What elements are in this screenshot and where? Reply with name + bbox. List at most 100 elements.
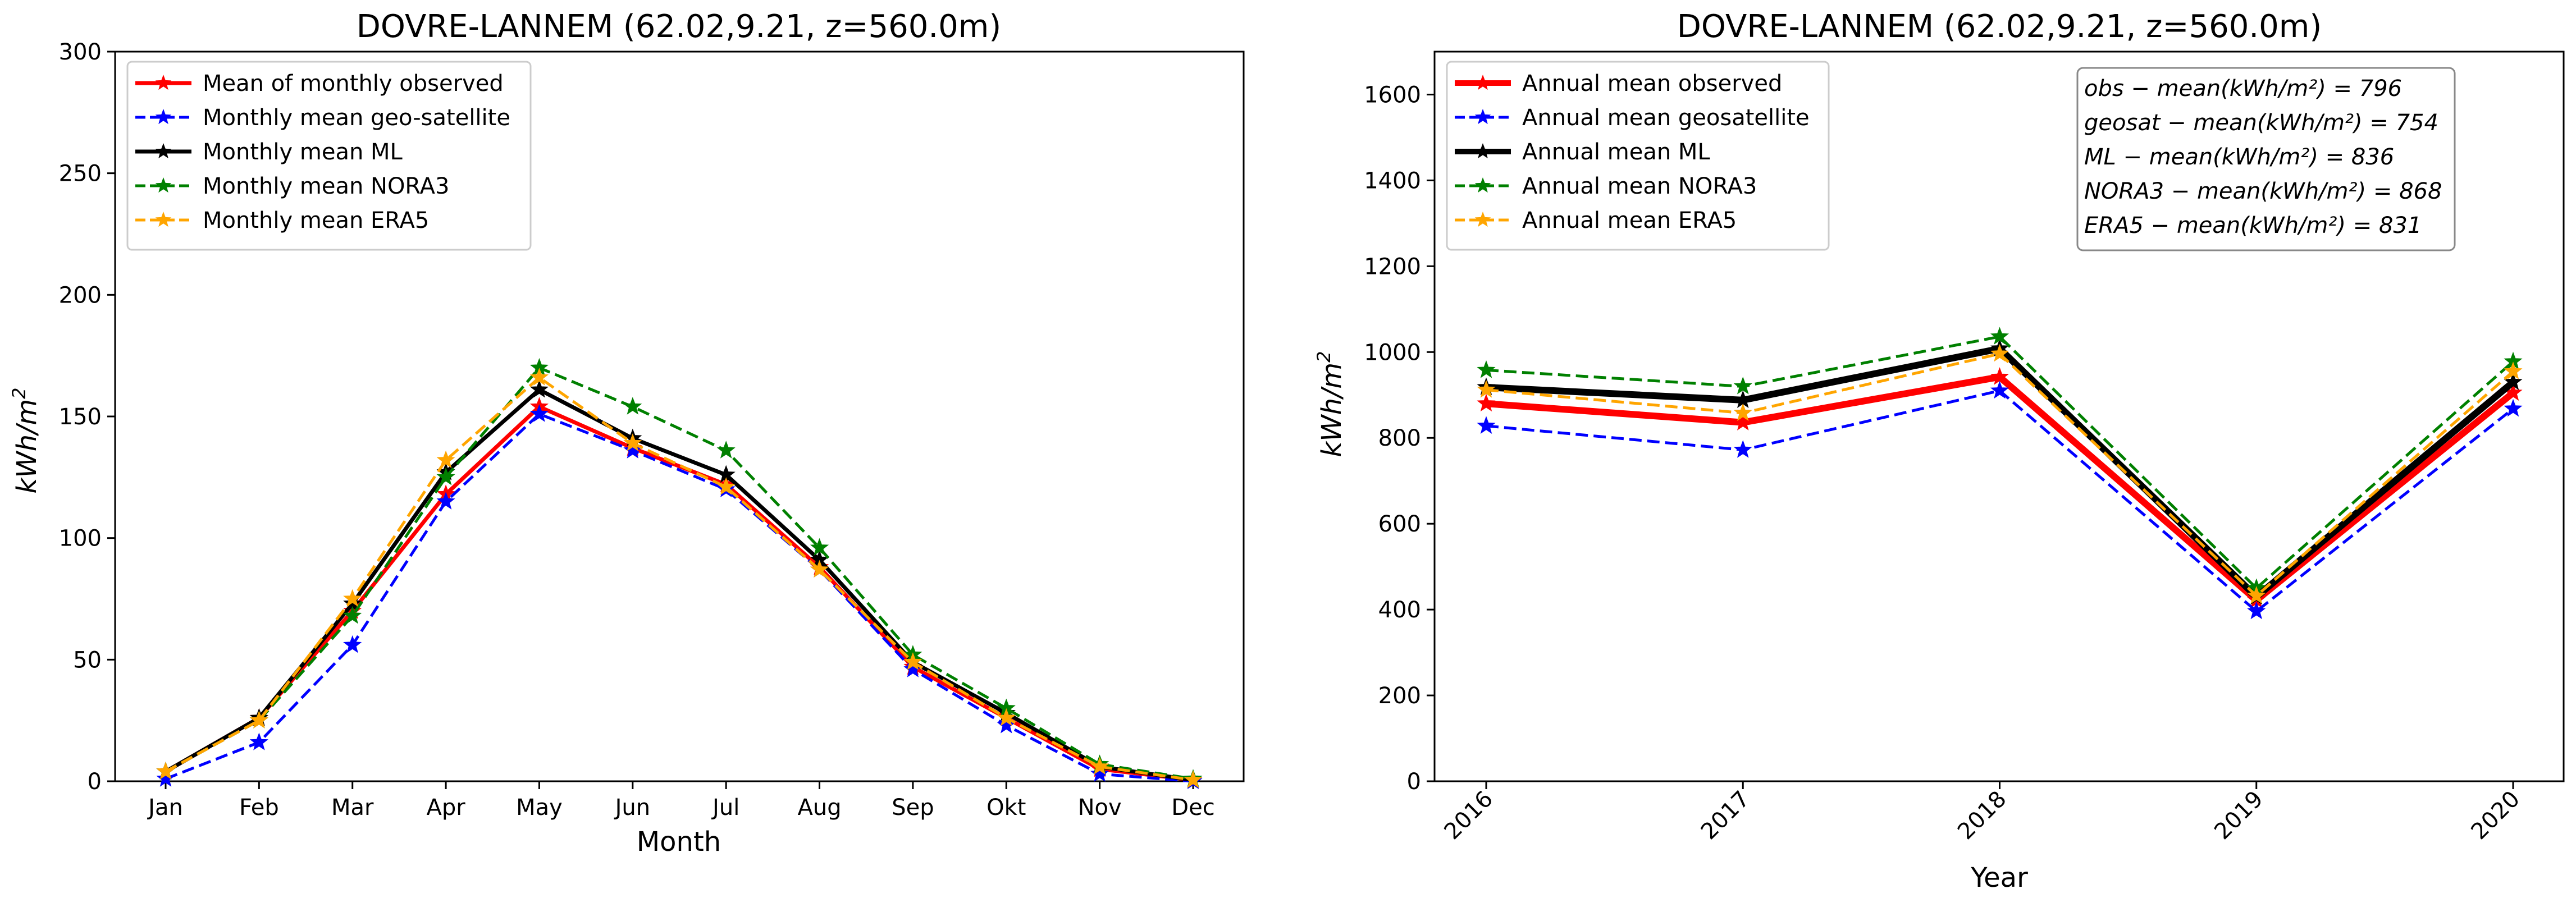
right-series-geosat-point: [1990, 381, 2009, 399]
right-series-era5-point: [1477, 380, 1496, 398]
right-legend-marker-observed: [1474, 75, 1491, 90]
left-plot-area: 0 50 100 150 200 250 300 Jan Feb Mar Apr May Jun Jul A…: [59, 39, 1245, 821]
right-series-era5-point: [1733, 403, 1752, 421]
left-x-tick-label: Jul: [711, 795, 739, 821]
right-series-observed-point: [1733, 413, 1752, 430]
right-y-tick-label: 600: [1378, 511, 1421, 537]
right-series-geosat-point: [1477, 416, 1496, 434]
right-series-geosat-point: [2504, 398, 2523, 417]
left-legend-marker-nora3: [155, 177, 172, 193]
left-x-tick-label: Sep: [892, 795, 934, 821]
left-x-tick-label: May: [516, 795, 563, 821]
right-y-axis-label: kWh/m2: [1313, 351, 1348, 457]
left-legend-marker-era5: [155, 212, 172, 227]
left-x-tick-label: Aug: [797, 795, 841, 821]
left-series-era5-point: [156, 762, 175, 780]
left-y-tick-label: 250: [59, 161, 102, 187]
left-series-geosat-point: [156, 769, 175, 787]
left-series-nora3-point: [436, 467, 455, 485]
right-series-observed-line: [1486, 373, 2515, 604]
right-series-geosat-point: [2247, 601, 2266, 620]
right-series-ml-point: [2504, 372, 2523, 390]
right-stats-line: NORA3 − mean(kWh/m²) = 868: [2084, 178, 2442, 204]
right-legend-box: [1446, 61, 1830, 251]
right-stats-box-frame: [2076, 67, 2456, 251]
right-series-observed-point: [1477, 393, 1496, 412]
left-series-era5-line: [165, 376, 1194, 782]
left-series-nora3-point: [343, 606, 362, 624]
left-y-tick-label: 300: [59, 39, 102, 65]
right-stats-line: ML − mean(kWh/m²) = 836: [2084, 144, 2394, 170]
left-legend-box: [126, 61, 532, 251]
left-y-tick-label: 200: [59, 282, 102, 308]
left-y-tick-label: 100: [59, 526, 102, 552]
left-series-geosat-line: [165, 413, 1194, 783]
left-y-tick-label: 0: [88, 769, 102, 795]
right-stats-line: geosat − mean(kWh/m²) = 754: [2084, 110, 2438, 136]
left-legend-label-nora3: Monthly mean NORA3: [203, 173, 449, 199]
left-series-geosat-point: [529, 404, 549, 422]
right-y-tick-label: 0: [1407, 769, 1421, 795]
left-series-era5-point: [997, 708, 1016, 726]
left-series-ml-point: [529, 379, 549, 398]
left-legend-label-geosat: Monthly mean geo-satellite: [203, 105, 510, 131]
left-series-nora3-line: [165, 366, 1194, 781]
right-series-era5-point: [2247, 586, 2266, 604]
right-y-tick-label: 800: [1378, 425, 1421, 451]
left-x-tick-label: Okt: [986, 795, 1026, 821]
left-y-tick-label: 50: [73, 647, 102, 673]
right-series-nora3-point: [1477, 360, 1496, 378]
right-series-nora3-point: [1990, 327, 2009, 345]
right-series-era5-point: [1990, 343, 2009, 362]
left-legend-marker-geosat: [155, 109, 172, 125]
right-stats-box: obs − mean(kWh/m²) = 796 geosat − mean(kW…: [2076, 67, 2456, 251]
left-x-tick-label: Feb: [239, 795, 279, 821]
right-stats-line: ERA5 − mean(kWh/m²) = 831: [2084, 213, 2422, 239]
left-legend-marker-ml: [155, 143, 172, 159]
right-legend: Annual mean observed Annual mean geosatel…: [1446, 61, 1830, 251]
right-series-geosat-line: [1486, 389, 2514, 613]
right-legend-label-ml: Annual mean ML: [1522, 139, 1710, 165]
left-y-axis-label: kWh/m2: [8, 388, 43, 494]
right-y-tick-label: 1200: [1364, 254, 1421, 280]
left-series-geosat-point: [249, 732, 268, 750]
left-series-era5-point: [249, 711, 268, 729]
left-series-geosat-point: [343, 635, 362, 653]
left-x-axis-label: Month: [637, 826, 721, 858]
right-legend-label-era5: Annual mean ERA5: [1522, 208, 1737, 233]
left-series-era5-point: [529, 368, 549, 386]
left-chart-title: DOVRE-LANNEM (62.02,9.21, z=560.0m): [357, 8, 1001, 45]
left-series-nora3-point: [716, 441, 736, 459]
left-series-era5-point: [343, 589, 362, 607]
right-y-tick-label: 200: [1378, 683, 1421, 709]
left-series-geosat-point: [1090, 764, 1109, 782]
right-y-tick-label: 1000: [1364, 340, 1421, 365]
left-x-tick-label: Mar: [331, 795, 374, 821]
left-chart: DOVRE-LANNEM (62.02,9.21, z=560.0m) 0 50 1…: [8, 8, 1245, 858]
right-series-observed-point: [1990, 367, 2009, 385]
right-legend-marker-geosat: [1474, 109, 1491, 125]
right-series-nora3-line: [1486, 335, 2514, 590]
right-y-tick-label: 1600: [1364, 82, 1421, 108]
left-series-era5-point: [623, 433, 642, 451]
left-series-era5-point: [1184, 770, 1203, 788]
left-legend-label-observed: Mean of monthly observed: [203, 71, 504, 97]
left-series-era5-point: [810, 560, 829, 578]
right-legend-label-geosat: Annual mean geosatellite: [1522, 105, 1810, 131]
left-x-tick-label: Dec: [1171, 795, 1214, 821]
right-x-tick-label: 2020: [2467, 786, 2525, 845]
left-series-ml-line: [165, 387, 1194, 782]
left-series-geosat-point: [436, 492, 455, 510]
right-legend-label-observed: Annual mean observed: [1522, 71, 1782, 97]
right-series-geosat-point: [1733, 440, 1752, 458]
right-legend-marker-era5: [1474, 212, 1491, 227]
left-x-tick-label: Jun: [614, 795, 651, 821]
left-legend: Mean of monthly observed Monthly mean geo…: [126, 61, 532, 251]
left-x-tick-label: Nov: [1078, 795, 1122, 821]
right-series-nora3-point: [1733, 377, 1752, 395]
right-x-tick-label: 2018: [1953, 786, 2012, 845]
right-series-era5-point: [2504, 361, 2523, 379]
left-series-observed-line: [165, 405, 1194, 782]
right-chart: DOVRE-LANNEM (62.02,9.21, z=560.0m) 0 200…: [1313, 8, 2565, 894]
